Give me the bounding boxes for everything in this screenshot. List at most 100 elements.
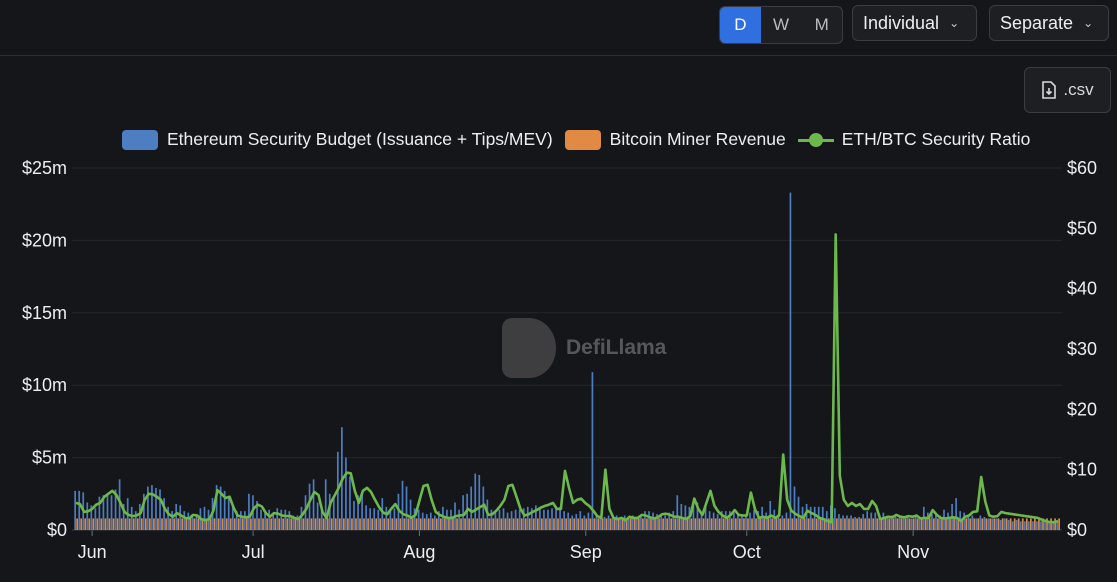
eth-bar [349,476,351,530]
eth-bar [668,512,671,530]
btc-bar [633,518,636,530]
btc-bar [371,518,373,530]
btc-bar [1054,518,1056,530]
eth-bar [939,515,941,530]
btc-bar [452,518,454,530]
btc-bar [658,518,660,530]
mode-dropdown[interactable]: Individual ⌄ [852,5,977,41]
eth-bar [676,495,679,530]
btc-bar [884,518,887,530]
view-dropdown-label: Separate [1000,12,1074,33]
btc-bar [144,518,147,530]
eth-bar [587,512,590,530]
btc-bar [193,518,196,530]
eth-bar [409,499,412,530]
eth-bar [227,498,230,530]
legend-label-btc: Bitcoin Miner Revenue [609,129,786,149]
eth-bar [478,474,481,530]
granularity-daily-button[interactable]: D [720,7,761,43]
btc-bar [294,518,297,530]
legend-swatch-btc [564,129,601,150]
eth-bar [745,514,747,530]
eth-bar [304,495,307,530]
btc-bar [597,518,600,530]
btc-bar [642,518,644,530]
legend-item-eth[interactable]: Ethereum Security Budget (Issuance + Tip… [122,129,553,150]
eth-bar [498,509,501,530]
eth-bar [231,505,234,530]
eth-bar [357,495,359,530]
eth-bar [615,515,618,530]
eth-bar [296,515,299,530]
eth-bar [704,505,707,530]
btc-bar [969,518,972,530]
eth-bar [155,488,157,530]
eth-bar [753,509,755,530]
btc-bar [76,518,78,530]
eth-bar [442,506,444,530]
eth-bar [910,518,913,530]
eth-bar [535,505,537,530]
eth-bar [159,489,161,530]
btc-bar [435,518,438,530]
view-dropdown[interactable]: Separate ⌄ [989,5,1109,41]
btc-bar [876,518,879,530]
btc-bar [258,518,260,530]
eth-bar [118,479,121,530]
btc-bar [674,518,677,530]
eth-bar [268,509,270,530]
btc-bar [892,518,895,530]
eth-bar [749,512,751,530]
btc-bar [278,518,281,530]
eth-bar [530,508,533,530]
eth-bar [591,372,594,530]
eth-bar [878,514,881,530]
legend-label-eth: Ethereum Security Budget (Issuance + Tip… [167,129,553,149]
eth-bar [171,511,173,530]
eth-bar [765,512,768,530]
btc-bar [977,518,980,530]
legend-item-btc[interactable]: Bitcoin Miner Revenue [564,129,786,150]
eth-bar [983,516,986,530]
eth-bar [163,498,165,530]
y-axis-right-tick-label: $40 [1067,279,1097,299]
eth-bar [122,503,125,530]
btc-bar [419,518,422,530]
eth-bar [708,511,711,530]
btc-bar [767,518,770,530]
btc-bar [375,518,378,530]
csv-download-button[interactable]: .csv [1024,67,1111,113]
btc-bar [638,518,640,530]
watermark-text: DefiLlama [566,336,667,359]
btc-bar [282,518,285,530]
granularity-monthly-button[interactable]: M [814,15,829,34]
btc-bar [997,518,1000,530]
eth-bar [733,512,735,530]
btc-bar [116,518,119,530]
btc-bar [662,518,664,530]
eth-bar [559,506,561,530]
eth-bar [510,511,513,530]
btc-bar [237,518,240,530]
granularity-weekly-button[interactable]: W [772,15,790,34]
btc-bar [965,518,968,530]
eth-bar [239,511,242,530]
btc-bar [326,518,329,530]
eth-bar [332,498,335,530]
eth-bar [793,486,796,530]
btc-bar [872,518,875,530]
btc-bar [197,518,200,530]
eth-bar [906,516,909,530]
btc-bar [739,518,741,530]
eth-bar [482,486,485,530]
btc-bar [524,518,527,530]
btc-bar [128,518,131,530]
eth-bar [361,493,363,530]
eth-bar [995,518,998,530]
eth-bar [316,502,319,530]
eth-bar [215,485,218,530]
btc-bar [613,518,616,530]
eth-bar [931,514,933,530]
legend-item-ratio[interactable]: ETH/BTC Security Ratio [797,129,1030,150]
